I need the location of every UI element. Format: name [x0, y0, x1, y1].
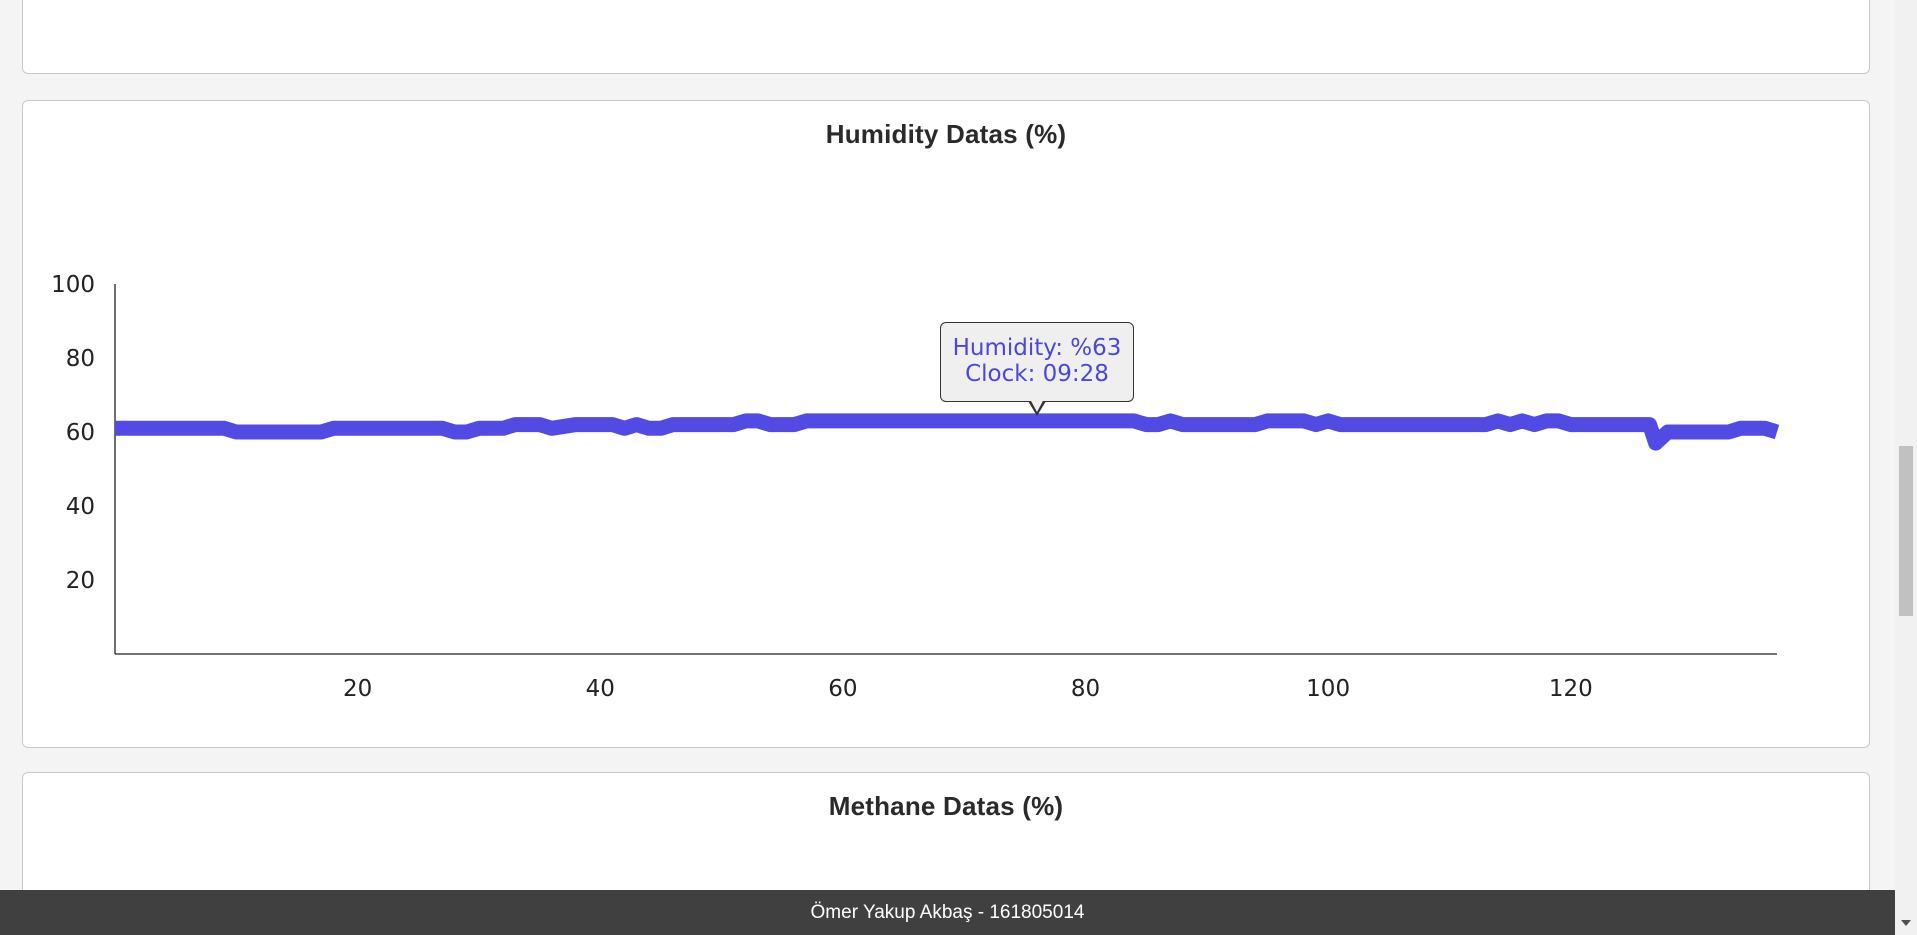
y-axis-ticks: 20 40 60 80 100	[51, 272, 95, 594]
temperature-chart-card	[22, 0, 1870, 74]
vertical-scrollbar[interactable]	[1895, 0, 1917, 935]
tooltip-clock-value: Clock: 09:28	[965, 361, 1109, 387]
x-tick-label: 100	[1306, 676, 1350, 702]
y-tick-label: 20	[66, 568, 95, 594]
x-tick-label: 120	[1549, 676, 1593, 702]
chevron-down-icon[interactable]	[1901, 920, 1911, 926]
series-layer	[115, 413, 1780, 451]
x-tick-label: 40	[586, 676, 615, 702]
y-tick-label: 60	[66, 420, 95, 446]
methane-chart-title: Methane Datas (%)	[828, 791, 1064, 821]
tooltip-pointer-fill	[1030, 399, 1044, 412]
x-axis-ticks: 20 40 60 80 100 120	[343, 676, 1593, 702]
y-tick-label: 40	[66, 494, 95, 520]
tooltip-humidity-value: Humidity: %63	[952, 335, 1122, 361]
footer-author: Ömer Yakup Akbaş - 161805014	[810, 902, 1085, 923]
y-tick-label: 100	[51, 272, 95, 298]
x-tick-label: 60	[828, 676, 857, 702]
humidity-series-line[interactable]	[115, 413, 1780, 451]
scrollbar-thumb[interactable]	[1899, 446, 1913, 616]
footer: Ömer Yakup Akbaş - 161805014	[0, 890, 1895, 935]
x-tick-label: 20	[343, 676, 372, 702]
x-tick-label: 80	[1071, 676, 1100, 702]
y-tick-label: 80	[66, 346, 95, 372]
chart-tooltip: Humidity: %63 Clock: 09:28	[940, 322, 1134, 402]
humidity-chart-title: Humidity Datas (%)	[825, 119, 1067, 149]
